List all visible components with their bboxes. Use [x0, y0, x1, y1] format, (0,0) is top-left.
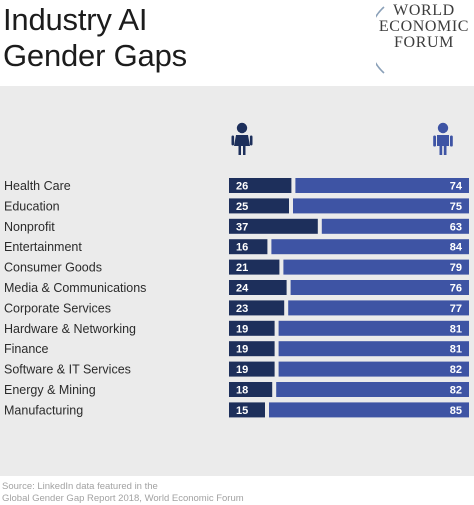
category-label: Software & IT Services [4, 363, 131, 377]
category-label: Energy & Mining [4, 383, 96, 397]
female-bar [229, 259, 280, 275]
category-label: Consumer Goods [4, 261, 102, 275]
female-bar [229, 218, 318, 234]
category-label: Finance [4, 342, 49, 356]
female-bar [229, 198, 289, 214]
female-value-label: 16 [236, 242, 248, 254]
female-value-label: 21 [236, 262, 248, 274]
page-title: Industry AI Gender Gaps [3, 2, 303, 74]
category-label: Corporate Services [4, 301, 111, 315]
male-value-label: 82 [450, 385, 462, 397]
male-bar [283, 259, 469, 275]
female-value-label: 24 [236, 283, 249, 295]
man-icon [433, 122, 453, 155]
woman-icon [231, 122, 253, 155]
male-value-label: 85 [450, 405, 462, 417]
source-note: Source: LinkedIn data featured in the Gl… [2, 481, 402, 505]
male-value-label: 81 [450, 323, 462, 335]
female-value-label: 37 [236, 221, 248, 233]
male-value-label: 75 [450, 201, 462, 213]
wef-logo: WORLD ECONOMIC FORUM [376, 3, 472, 77]
male-bar [293, 198, 469, 214]
category-label: Nonprofit [4, 220, 55, 234]
title-line-2: Gender Gaps [3, 38, 187, 73]
male-bar [276, 382, 469, 397]
male-bar [321, 218, 469, 234]
logo-line-1: WORLD [393, 2, 455, 19]
category-label: Entertainment [4, 240, 82, 254]
female-bar [229, 239, 268, 255]
category-label: Hardware & Networking [4, 322, 136, 336]
female-bar [229, 320, 275, 336]
gender-gap-chart: Health Care Education Nonprofit Entertainme… [4, 122, 469, 418]
male-value-label: 74 [450, 181, 463, 193]
male-bar [278, 341, 469, 357]
male-bar [278, 320, 469, 336]
bars: 26 74 25 75 37 63 16 84 21 79 24 76 23 77 19 81 19 81 19 82… [229, 178, 469, 418]
male-bar [278, 361, 469, 377]
male-value-label: 81 [450, 344, 462, 356]
female-bar [229, 361, 275, 377]
title-line-1: Industry AI [3, 2, 148, 37]
male-value-label: 79 [450, 262, 462, 274]
male-bar [269, 402, 469, 418]
female-value-label: 23 [236, 303, 248, 315]
female-value-label: 26 [236, 181, 248, 193]
male-value-label: 63 [450, 221, 462, 233]
female-bar [229, 382, 273, 397]
logo-line-2: ECONOMIC [378, 18, 470, 35]
male-bar [271, 239, 469, 255]
female-value-label: 19 [236, 323, 248, 335]
male-bar [288, 300, 469, 316]
category-labels: Health Care Education Nonprofit Entertainme… [4, 179, 146, 417]
female-value-label: 19 [236, 344, 248, 356]
female-value-label: 19 [236, 364, 248, 376]
female-value-label: 18 [236, 385, 248, 397]
source-line-2: Global Gender Gap Report 2018, World Eco… [2, 493, 244, 504]
female-bar [229, 341, 275, 357]
category-label: Health Care [4, 179, 71, 193]
chart-panel: Health Care Education Nonprofit Entertainme… [0, 86, 474, 476]
male-value-label: 84 [450, 242, 463, 254]
category-label: Education [4, 199, 60, 213]
icon-layer [231, 122, 453, 155]
female-value-label: 25 [236, 201, 248, 213]
header: Industry AI Gender Gaps WORLD ECONOMIC F… [0, 0, 474, 86]
category-label: Media & Communications [4, 281, 146, 295]
logo-arc-icon [376, 6, 385, 74]
male-value-label: 76 [450, 283, 462, 295]
male-value-label: 77 [450, 303, 462, 315]
male-bar [290, 280, 469, 295]
category-label: Manufacturing [4, 403, 83, 417]
female-bar [229, 280, 287, 295]
male-value-label: 82 [450, 364, 462, 376]
female-bar [229, 178, 292, 193]
female-bar [229, 300, 285, 316]
source-line-1: Source: LinkedIn data featured in the [2, 481, 158, 492]
female-value-label: 15 [236, 405, 248, 417]
male-bar [295, 178, 469, 193]
logo-line-3: FORUM [394, 34, 454, 51]
female-bar [229, 402, 265, 418]
